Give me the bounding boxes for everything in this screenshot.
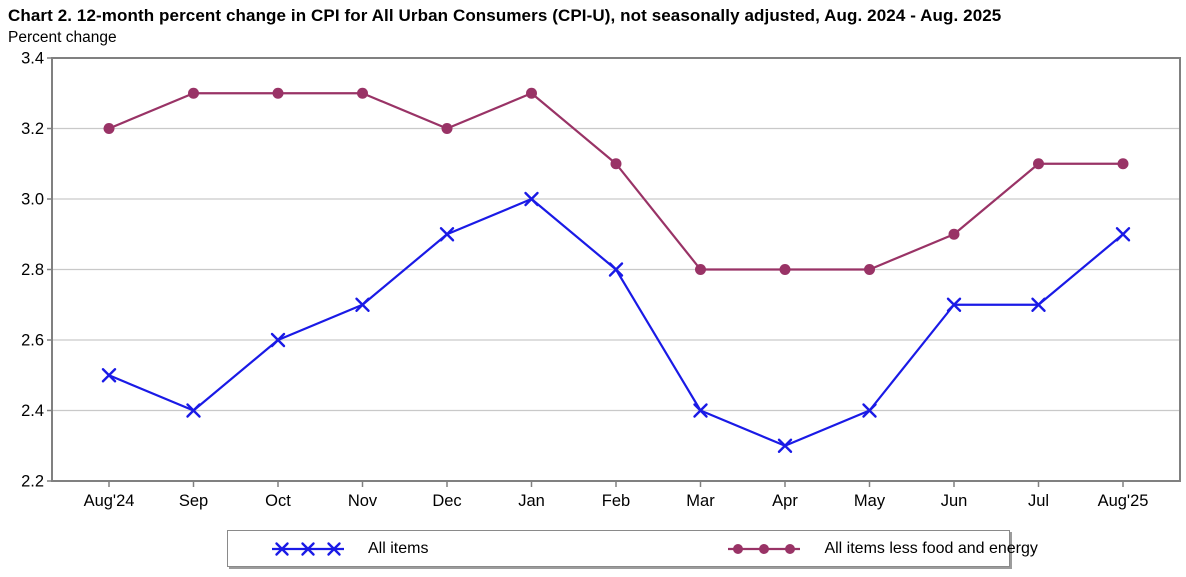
x-axis-tick-label: Aug'25 — [1098, 492, 1149, 510]
legend-sample-marker — [759, 543, 770, 554]
data-point-marker — [1033, 158, 1044, 170]
y-axis-tick-label: 2.6 — [21, 332, 44, 350]
core-line-sample-icon — [728, 543, 801, 554]
data-point-marker — [357, 87, 368, 99]
all-items-line-sample-icon — [272, 541, 344, 556]
x-axis-tick-label: Sep — [179, 492, 208, 510]
plot-frame — [51, 57, 1181, 482]
y-axis-tick-label: 3.0 — [21, 191, 44, 209]
legend-sample-marker — [327, 541, 341, 556]
data-point-marker — [441, 123, 453, 134]
data-point-marker — [272, 87, 284, 99]
legend: All items All items less food and energy — [227, 530, 1038, 567]
x-axis-tick-label: Feb — [602, 492, 630, 510]
data-point-marker — [439, 227, 455, 242]
legend-sample-marker — [275, 541, 289, 556]
data-point-marker — [186, 403, 201, 418]
data-point-marker — [101, 368, 117, 383]
line-chart: 3.4 3.2 3.0 2.8 2.6 2.4 2.2 Aug'24 Sep Oct Nov Dec J… — [21, 50, 1181, 510]
legend-sample-marker — [785, 543, 796, 554]
data-point-marker — [862, 403, 877, 418]
y-axis-tick-label: 2.8 — [21, 261, 44, 279]
data-point-marker — [695, 264, 706, 275]
data-point-marker — [524, 191, 539, 207]
data-point-marker — [864, 264, 875, 275]
data-point-marker — [526, 87, 537, 99]
x-axis-tick-label: Apr — [772, 492, 798, 510]
y-axis-tick-label: 2.2 — [21, 473, 44, 491]
legend-label: All items — [368, 539, 429, 557]
x-axis-tick-label: Dec — [432, 492, 461, 510]
data-point-marker — [355, 297, 370, 312]
x-axis-tick-label: Aug'24 — [84, 492, 135, 510]
x-axis-tick-label: Jun — [941, 492, 968, 510]
legend-label: All items less food and energy — [824, 539, 1038, 557]
x-axis-tick-label: May — [854, 492, 886, 510]
data-point-marker — [946, 297, 962, 312]
data-point-marker — [188, 87, 199, 99]
chart-title: Chart 2. 12-month percent change in CPI … — [8, 6, 1002, 25]
legend-sample-marker — [733, 543, 744, 554]
y-axis-tick-label: 2.4 — [21, 402, 44, 420]
y-axis-tick-label: 3.4 — [21, 50, 44, 68]
data-point-marker — [103, 123, 115, 134]
legend-sample-marker — [301, 541, 315, 556]
x-axis-tick-label: Jul — [1028, 492, 1049, 510]
x-axis-tick-label: Jan — [518, 492, 545, 510]
data-point-marker — [948, 228, 960, 240]
data-point-marker — [1115, 227, 1131, 242]
x-axis-tick-label: Mar — [686, 492, 715, 510]
legend-item-core: All items less food and energy — [726, 539, 1038, 559]
data-point-marker — [693, 403, 708, 418]
data-point-marker — [777, 438, 793, 453]
data-point-marker — [270, 332, 286, 348]
data-point-marker — [608, 262, 624, 277]
data-point-marker — [1031, 297, 1046, 312]
x-axis-tick-label: Oct — [265, 492, 291, 510]
x-axis-tick-label: Nov — [348, 492, 378, 510]
y-axis-unit-label: Percent change — [8, 29, 117, 46]
data-point-marker — [610, 158, 622, 170]
data-point-marker — [779, 264, 791, 275]
y-axis-tick-label: 3.2 — [21, 120, 44, 138]
data-point-marker — [1117, 158, 1129, 170]
legend-item-all-items: All items — [270, 539, 428, 559]
